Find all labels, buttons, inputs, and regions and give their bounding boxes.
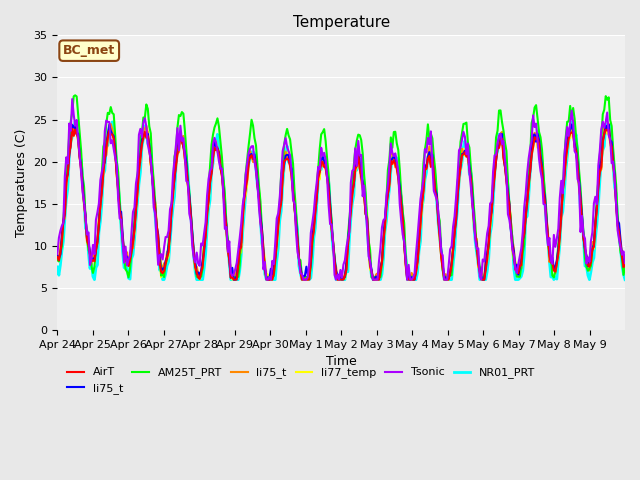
AirT [230,277,237,283]
li75_t [605,121,612,127]
NR01_PRT [91,277,99,283]
li75_t [73,132,81,137]
Tsonic [620,249,627,254]
X-axis label: Time: Time [326,355,356,369]
li75_t [73,128,81,134]
NR01_PRT [570,118,577,124]
Tsonic [545,235,553,241]
Line: Tsonic: Tsonic [58,99,625,280]
li75_t [620,263,627,269]
NR01_PRT [92,265,100,271]
Legend: AirT, li75_t, AM25T_PRT, li75_t, li77_temp, Tsonic, NR01_PRT: AirT, li75_t, AM25T_PRT, li75_t, li77_te… [63,363,540,398]
Tsonic [348,168,356,173]
AM25T_PRT [341,275,349,280]
NR01_PRT [620,272,627,277]
AM25T_PRT [92,248,100,253]
Tsonic [74,138,82,144]
li75_t [544,229,552,235]
AM25T_PRT [621,264,629,270]
NR01_PRT [54,264,61,270]
li75_t [262,277,270,283]
Line: AM25T_PRT: AM25T_PRT [58,96,625,277]
li77_temp [91,255,99,261]
AirT [74,134,82,140]
NR01_PRT [73,125,81,131]
Title: Temperature: Temperature [292,15,390,30]
li77_temp [605,120,612,126]
li75_t [91,256,99,262]
AM25T_PRT [348,181,356,187]
Tsonic [621,260,629,266]
li75_t [605,121,612,127]
Tsonic [262,277,270,283]
li75_t [544,235,552,240]
Line: AirT: AirT [58,129,625,280]
AirT [54,254,61,260]
NR01_PRT [347,216,355,221]
li77_temp [228,277,236,283]
li75_t [230,277,237,283]
NR01_PRT [621,277,629,283]
li75_t [54,252,61,258]
AirT [545,253,553,259]
AirT [461,149,468,155]
Tsonic [68,96,76,102]
li77_temp [544,233,552,239]
li75_t [621,258,629,264]
Line: li75_t: li75_t [58,124,625,280]
AirT [620,264,627,270]
li77_temp [620,261,627,267]
li77_temp [347,204,355,210]
li77_temp [73,128,81,134]
AirT [68,126,76,132]
li75_t [91,255,99,261]
li75_t [347,203,355,208]
AM25T_PRT [54,257,61,263]
li77_temp [460,146,467,152]
AM25T_PRT [74,111,82,117]
li75_t [54,252,61,258]
li75_t [460,151,467,156]
li75_t [460,151,467,156]
AM25T_PRT [620,272,627,278]
AM25T_PRT [71,93,79,98]
li77_temp [54,252,61,258]
li77_temp [621,257,629,263]
AirT [92,248,100,254]
AirT [348,191,356,196]
Tsonic [54,251,61,257]
Line: NR01_PRT: NR01_PRT [58,121,625,280]
li75_t [620,260,627,266]
Text: BC_met: BC_met [63,44,115,57]
Line: li77_temp: li77_temp [58,123,625,280]
Tsonic [92,217,100,223]
AirT [621,261,629,267]
li75_t [347,208,355,214]
Y-axis label: Temperatures (C): Temperatures (C) [15,129,28,237]
li75_t [621,268,629,274]
Line: li75_t: li75_t [58,124,625,280]
NR01_PRT [544,238,552,243]
AM25T_PRT [545,249,553,255]
AM25T_PRT [461,120,468,126]
Tsonic [461,134,468,140]
NR01_PRT [460,144,467,149]
